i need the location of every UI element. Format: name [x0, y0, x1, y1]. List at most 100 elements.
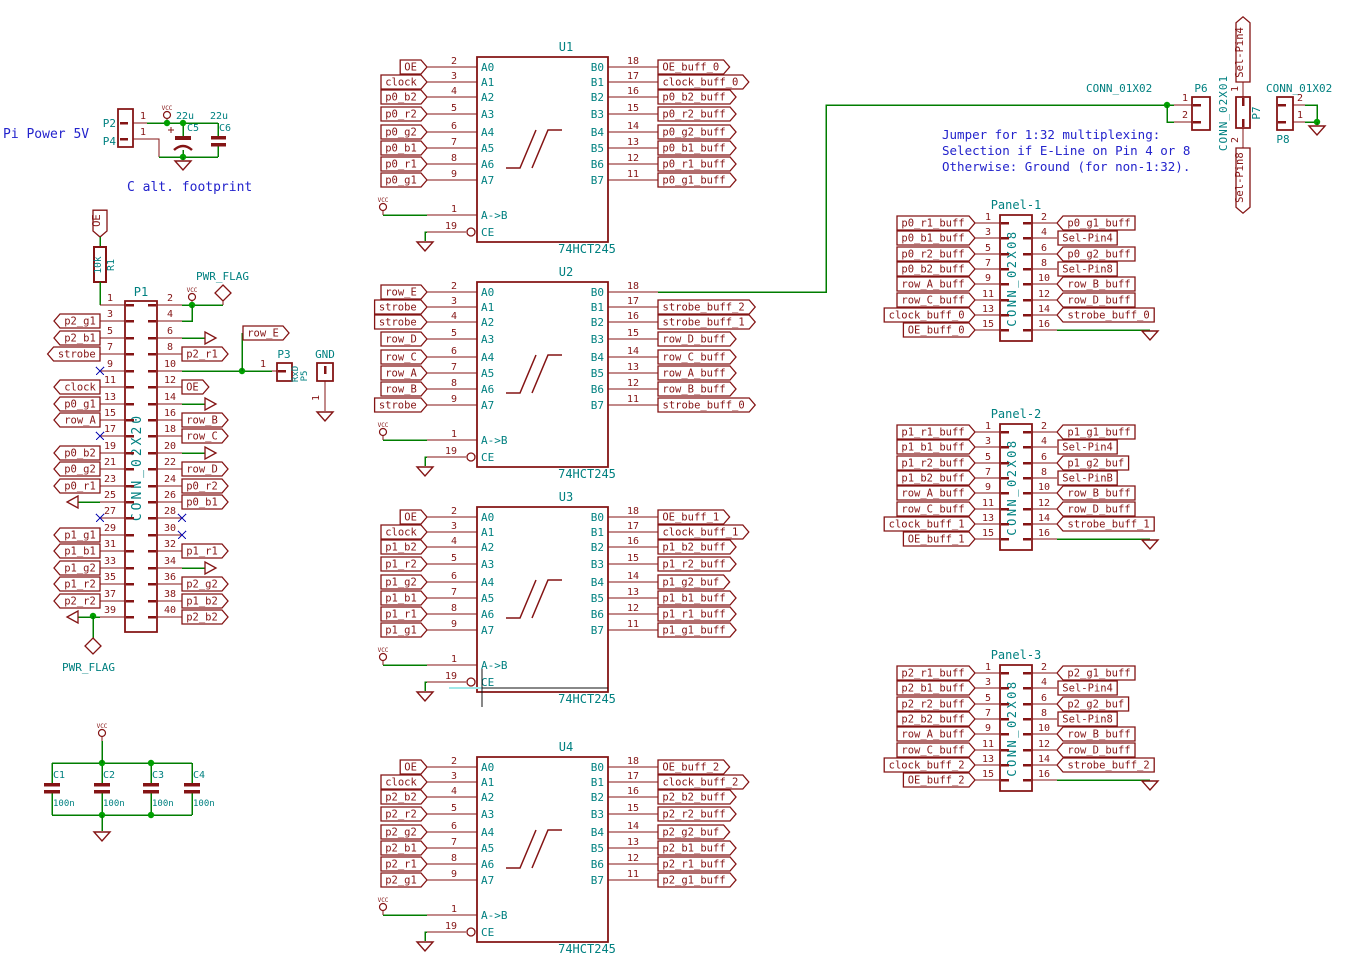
- global-label-OE_buff_1[interactable]: [903, 532, 975, 546]
- global-label-p0_b2_buff[interactable]: [897, 262, 975, 276]
- cap-plate[interactable]: [184, 790, 200, 794]
- note-jumper-line2[interactable]: Selection if E-Line on Pin 4 or 8: [942, 143, 1190, 158]
- chip-U1-body[interactable]: [477, 57, 608, 242]
- global-label-row_D_buff[interactable]: [1057, 293, 1135, 307]
- global-label-p2_g1[interactable]: [381, 873, 427, 887]
- global-label-p1_r2[interactable]: [381, 557, 427, 571]
- global-label-p2_g2_buf[interactable]: [1057, 697, 1129, 711]
- global-label-p2_b2[interactable]: [381, 790, 427, 804]
- global-label-OE[interactable]: [400, 60, 427, 74]
- cap-c5-plate-curved[interactable]: [174, 146, 192, 150]
- global-label-strobe_buff_2[interactable]: [658, 300, 755, 314]
- global-label-strobe[interactable]: [375, 398, 427, 412]
- global-label-row_A_buff[interactable]: [897, 486, 975, 500]
- global-label-p0_b1_buff[interactable]: [897, 231, 975, 245]
- global-label-row_D_buff[interactable]: [1057, 743, 1135, 757]
- global-label-p0_r1[interactable]: [54, 479, 100, 493]
- global-label-p1_r2_buff[interactable]: [897, 456, 975, 470]
- global-label-p0_b1_buff[interactable]: [658, 141, 736, 155]
- global-label-Sel-Pin4[interactable]: [1236, 17, 1250, 82]
- global-label-row_D_buff[interactable]: [1057, 502, 1135, 516]
- global-label-p2_r1_buff[interactable]: [658, 857, 736, 871]
- global-label-p0_g1[interactable]: [381, 173, 427, 187]
- note-jumper-line3[interactable]: Otherwise: Ground (for non-1:32).: [942, 159, 1190, 174]
- global-label-p2_g1[interactable]: [54, 314, 100, 328]
- global-label-p2_b2_buff[interactable]: [897, 712, 975, 726]
- global-label-OE[interactable]: [93, 210, 107, 237]
- cap-plate[interactable]: [143, 790, 159, 794]
- global-label-row_E[interactable]: [381, 285, 427, 299]
- global-label-row_C_buff[interactable]: [897, 502, 975, 516]
- global-label-row_A[interactable]: [381, 366, 427, 380]
- hier-arrow-right[interactable]: [205, 332, 216, 344]
- global-label-strobe_buff_2[interactable]: [1057, 758, 1154, 772]
- global-label-p0_r2[interactable]: [182, 479, 228, 493]
- global-label-p1_g2[interactable]: [54, 561, 100, 575]
- global-label-p1_b1[interactable]: [54, 544, 100, 558]
- global-label-row_A[interactable]: [54, 413, 100, 427]
- global-label-strobe[interactable]: [375, 315, 427, 329]
- global-label-p2_r1[interactable]: [381, 857, 427, 871]
- chip-U2-body[interactable]: [477, 282, 608, 467]
- global-label-p0_r2[interactable]: [381, 107, 427, 121]
- global-label-p0_b2[interactable]: [381, 90, 427, 104]
- global-label-p2_r2[interactable]: [54, 594, 100, 608]
- connector-Panel-1-body[interactable]: [1000, 215, 1032, 341]
- global-label-p1_b2[interactable]: [381, 540, 427, 554]
- global-label-row_A_buff[interactable]: [897, 727, 975, 741]
- global-label-p1_b2_buff[interactable]: [897, 471, 975, 485]
- cap-plate[interactable]: [44, 790, 60, 794]
- hier-arrow-right[interactable]: [205, 562, 216, 574]
- cap-c6-plate[interactable]: [211, 143, 226, 147]
- global-label-clock[interactable]: [54, 380, 100, 394]
- global-label-clock_buff_2[interactable]: [658, 775, 749, 789]
- global-label-clock_buff_0[interactable]: [658, 75, 749, 89]
- note-jumper-line1[interactable]: Jumper for 1:32 multiplexing:: [942, 127, 1160, 142]
- global-label-row_B_buff[interactable]: [658, 382, 736, 396]
- global-label-p1_b1_buff[interactable]: [658, 591, 736, 605]
- global-label-p0_r1_buff[interactable]: [897, 216, 975, 230]
- cap-plate[interactable]: [94, 790, 110, 794]
- global-label-p1_b2_buff[interactable]: [658, 540, 736, 554]
- global-label-row_C_buff[interactable]: [897, 743, 975, 757]
- global-label-p0_b2_buff[interactable]: [658, 90, 736, 104]
- global-label-clock[interactable]: [381, 775, 427, 789]
- pwr-flag-symbol[interactable]: [85, 638, 101, 654]
- global-label-Sel-Pin4[interactable]: [1058, 440, 1117, 454]
- cap-plate[interactable]: [184, 783, 200, 787]
- global-label-p1_g1_buff[interactable]: [658, 623, 736, 637]
- global-label-clock_buff_1[interactable]: [884, 517, 975, 531]
- global-label-row_E[interactable]: [243, 326, 289, 340]
- global-label-strobe_buff_1[interactable]: [1057, 517, 1154, 531]
- global-label-strobe_buff_0[interactable]: [658, 398, 755, 412]
- connector-p1-body[interactable]: [125, 301, 157, 632]
- global-label-OE[interactable]: [400, 760, 427, 774]
- global-label-p0_r2_buff[interactable]: [658, 107, 736, 121]
- global-label-p0_g2[interactable]: [381, 125, 427, 139]
- global-label-p2_g2[interactable]: [182, 577, 228, 591]
- global-label-p2_b1[interactable]: [381, 841, 427, 855]
- global-label-p2_g2_buf[interactable]: [658, 825, 730, 839]
- global-label-p2_g1_buff[interactable]: [1057, 666, 1135, 680]
- cap-c6-plate[interactable]: [211, 136, 226, 140]
- global-label-p0_b1[interactable]: [182, 495, 228, 509]
- global-label-OE_buff_0[interactable]: [903, 323, 975, 337]
- global-label-p2_b2[interactable]: [182, 610, 228, 624]
- global-label-p1_r2[interactable]: [54, 577, 100, 591]
- global-label-strobe[interactable]: [48, 347, 100, 361]
- hier-arrow-right[interactable]: [205, 447, 216, 459]
- connector-Panel-3-body[interactable]: [1000, 665, 1032, 791]
- global-label-p1_r1_buff[interactable]: [658, 607, 736, 621]
- global-label-row_A_buff[interactable]: [897, 277, 975, 291]
- global-label-p0_g2_buff[interactable]: [658, 125, 736, 139]
- global-label-p2_b1[interactable]: [54, 331, 100, 345]
- global-label-Sel-Pin4[interactable]: [1058, 681, 1117, 695]
- global-label-OE[interactable]: [182, 380, 209, 394]
- hier-arrow-right[interactable]: [205, 398, 216, 410]
- global-label-OE_buff_2[interactable]: [658, 760, 730, 774]
- connector-Panel-2-body[interactable]: [1000, 424, 1032, 550]
- global-label-p1_b1_buff[interactable]: [897, 440, 975, 454]
- global-label-p1_b2[interactable]: [182, 594, 228, 608]
- global-label-Sel-PinB[interactable]: [1058, 471, 1117, 485]
- global-label-p1_g1[interactable]: [381, 623, 427, 637]
